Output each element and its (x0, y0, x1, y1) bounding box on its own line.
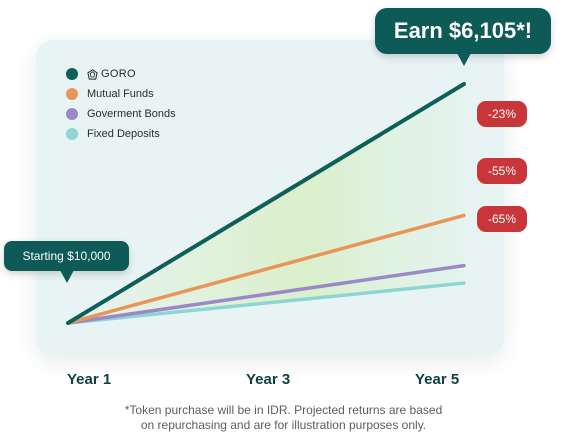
x-tick-label: Year 1 (67, 371, 112, 388)
start-callout: Starting $10,000 (4, 241, 129, 271)
legend-item-fixed-deposits: Fixed Deposits (66, 124, 176, 144)
footnote-line: on repurchasing and are for illustration… (140, 418, 427, 432)
diff-badge-fixed-deposits: -65% (477, 206, 527, 232)
x-tick-label: Year 3 (246, 371, 291, 388)
goro-logo-icon (87, 68, 98, 80)
legend-dot-government-bonds (66, 108, 78, 120)
legend-item-government-bonds: Goverment Bonds (66, 104, 176, 124)
series-line-goro (66, 82, 466, 325)
legend: GORO Mutual Funds Goverment Bonds Fixed … (66, 64, 176, 144)
legend-dot-mutual-funds (66, 88, 78, 100)
legend-label-goro: GORO (101, 68, 136, 80)
legend-label-fixed-deposits: Fixed Deposits (87, 128, 160, 140)
legend-label-mutual-funds: Mutual Funds (87, 88, 154, 100)
series-line-mutual-funds (66, 213, 466, 325)
legend-dot-goro (66, 68, 78, 80)
footnote-line: *Token purchase will be in IDR. Projecte… (124, 403, 443, 417)
diff-badge-mutual-funds: -23% (477, 101, 527, 127)
earn-callout: Earn $6,105*! (375, 8, 551, 54)
footnote: *Token purchase will be in IDR. Projecte… (0, 403, 567, 433)
series-line-fixed-deposits (66, 281, 466, 325)
legend-label-government-bonds: Goverment Bonds (87, 108, 176, 120)
legend-item-mutual-funds: Mutual Funds (66, 84, 176, 104)
series-line-government-bonds (66, 263, 466, 325)
legend-dot-fixed-deposits (66, 128, 78, 140)
x-tick-label: Year 5 (415, 371, 460, 388)
earn-callout-pointer (457, 53, 471, 66)
diff-badge-government-bonds: -55% (477, 158, 527, 184)
start-callout-pointer (60, 270, 74, 283)
legend-item-goro: GORO (66, 64, 176, 84)
